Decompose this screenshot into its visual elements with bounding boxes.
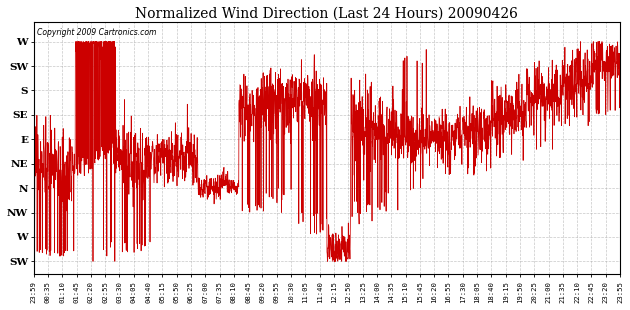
Text: Copyright 2009 Cartronics.com: Copyright 2009 Cartronics.com bbox=[37, 29, 156, 38]
Title: Normalized Wind Direction (Last 24 Hours) 20090426: Normalized Wind Direction (Last 24 Hours… bbox=[135, 7, 518, 21]
